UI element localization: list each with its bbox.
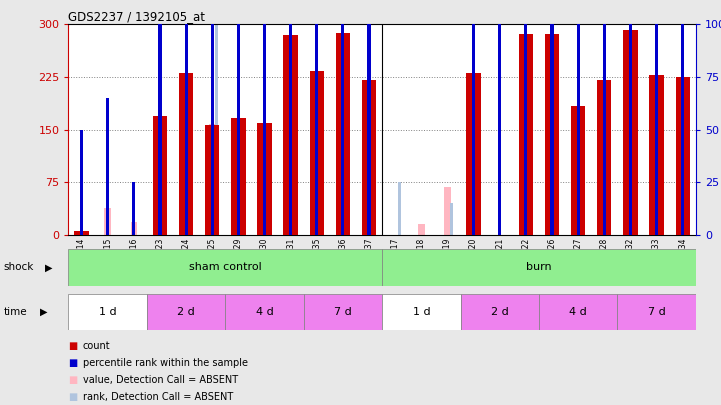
Text: 2 d: 2 d bbox=[177, 307, 195, 317]
Text: time: time bbox=[4, 307, 27, 317]
Bar bbox=[179, 73, 193, 235]
Bar bbox=[215, 0, 218, 235]
Text: rank, Detection Call = ABSENT: rank, Detection Call = ABSENT bbox=[83, 392, 233, 402]
Text: 7 d: 7 d bbox=[334, 307, 352, 317]
Bar bbox=[382, 294, 461, 330]
Bar bbox=[472, 0, 475, 235]
Bar bbox=[263, 0, 266, 235]
Text: shock: shock bbox=[4, 262, 34, 272]
Bar bbox=[68, 294, 147, 330]
Bar bbox=[629, 0, 632, 235]
Bar bbox=[289, 0, 292, 235]
Bar bbox=[518, 34, 533, 235]
Bar bbox=[74, 231, 89, 235]
Bar bbox=[539, 294, 617, 330]
Bar bbox=[650, 75, 664, 235]
Text: 7 d: 7 d bbox=[647, 307, 665, 317]
Bar bbox=[623, 30, 637, 235]
Bar bbox=[450, 203, 453, 235]
Bar bbox=[209, 124, 216, 235]
Text: ■: ■ bbox=[68, 341, 78, 351]
Bar bbox=[309, 71, 324, 235]
Bar bbox=[131, 222, 137, 235]
Text: ▶: ▶ bbox=[45, 262, 53, 272]
Bar bbox=[466, 73, 481, 235]
Bar bbox=[603, 0, 606, 235]
Text: ■: ■ bbox=[68, 358, 78, 368]
Text: ■: ■ bbox=[68, 375, 78, 385]
Bar bbox=[577, 0, 580, 235]
Bar bbox=[368, 0, 371, 235]
Bar bbox=[444, 187, 451, 235]
Bar bbox=[617, 294, 696, 330]
Bar bbox=[225, 294, 304, 330]
Bar bbox=[304, 294, 382, 330]
Bar bbox=[283, 35, 298, 235]
Bar bbox=[550, 0, 554, 235]
Bar bbox=[80, 130, 83, 235]
Bar bbox=[336, 34, 350, 235]
Text: 4 d: 4 d bbox=[256, 307, 273, 317]
Text: ■: ■ bbox=[68, 392, 78, 402]
Bar bbox=[382, 249, 696, 286]
Text: 2 d: 2 d bbox=[491, 307, 508, 317]
Text: ▶: ▶ bbox=[40, 307, 47, 317]
Text: 1 d: 1 d bbox=[412, 307, 430, 317]
Bar bbox=[236, 0, 240, 235]
Text: percentile rank within the sample: percentile rank within the sample bbox=[83, 358, 248, 368]
Text: burn: burn bbox=[526, 262, 552, 272]
Bar bbox=[397, 182, 401, 235]
Bar bbox=[205, 125, 219, 235]
Bar bbox=[498, 0, 501, 235]
Bar bbox=[235, 119, 242, 235]
Bar bbox=[461, 294, 539, 330]
Text: value, Detection Call = ABSENT: value, Detection Call = ABSENT bbox=[83, 375, 238, 385]
Bar bbox=[676, 77, 690, 235]
Text: count: count bbox=[83, 341, 110, 351]
Bar bbox=[159, 0, 162, 235]
Bar bbox=[105, 208, 111, 235]
Bar bbox=[211, 0, 214, 235]
Bar bbox=[545, 34, 559, 235]
Text: sham control: sham control bbox=[189, 262, 262, 272]
Bar bbox=[185, 0, 187, 235]
Text: 1 d: 1 d bbox=[99, 307, 117, 317]
Text: 4 d: 4 d bbox=[570, 307, 587, 317]
Bar bbox=[681, 0, 684, 235]
Bar bbox=[153, 115, 167, 235]
Bar bbox=[132, 182, 136, 235]
Bar bbox=[524, 0, 528, 235]
Bar bbox=[571, 107, 585, 235]
Bar bbox=[341, 0, 345, 235]
Bar bbox=[106, 98, 110, 235]
Bar bbox=[362, 81, 376, 235]
Text: GDS2237 / 1392105_at: GDS2237 / 1392105_at bbox=[68, 10, 205, 23]
Bar bbox=[597, 81, 611, 235]
Bar bbox=[68, 249, 382, 286]
Bar bbox=[655, 0, 658, 235]
Bar bbox=[418, 224, 425, 235]
Bar bbox=[257, 123, 272, 235]
Bar bbox=[315, 0, 319, 235]
Bar bbox=[147, 294, 225, 330]
Bar bbox=[231, 118, 246, 235]
